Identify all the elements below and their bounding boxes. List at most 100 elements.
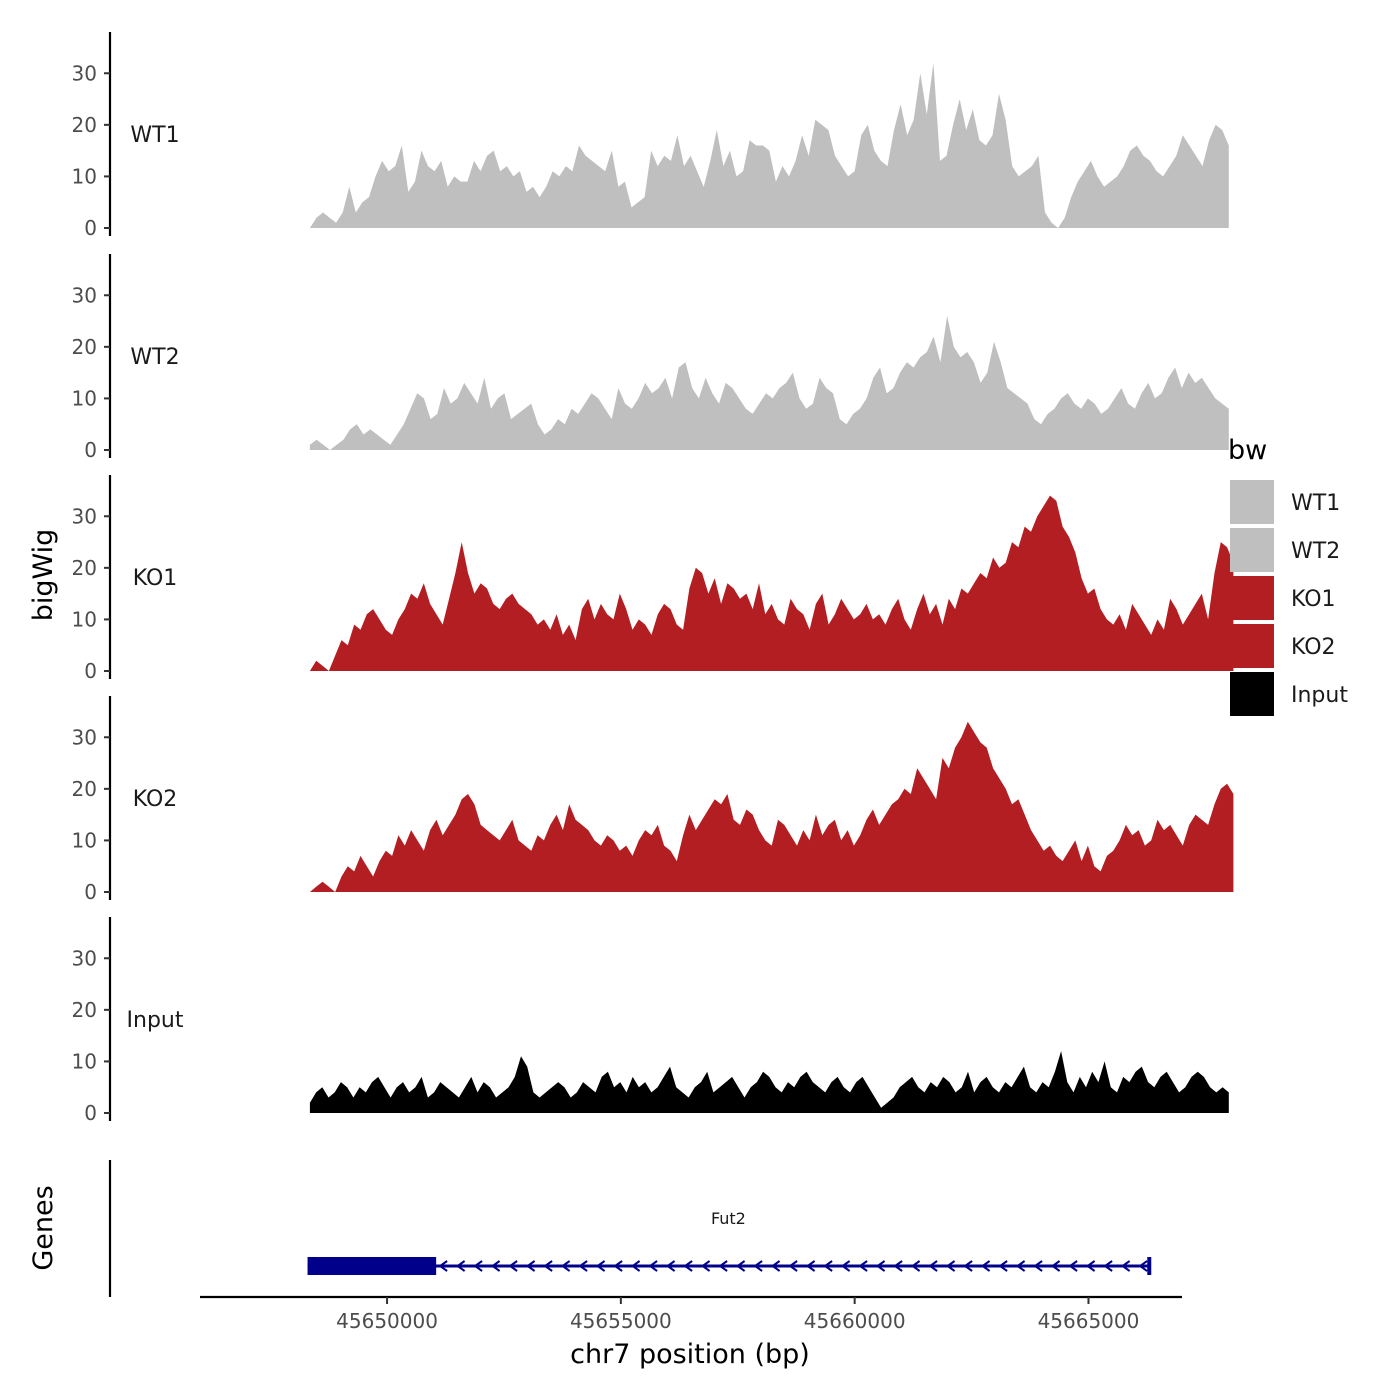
y-tick-label: 30 xyxy=(72,61,97,85)
y-tick-label: 20 xyxy=(72,113,97,137)
y-tick-label: 30 xyxy=(72,504,97,528)
strand-arrow-icon xyxy=(508,1260,518,1272)
x-tick-label: 45660000 xyxy=(804,1309,906,1333)
strand-arrow-icon xyxy=(963,1260,973,1272)
strand-arrow-icon xyxy=(718,1260,728,1272)
y-tick-label: 10 xyxy=(72,828,97,852)
y-tick-label: 0 xyxy=(84,659,97,683)
y-tick-label: 10 xyxy=(72,386,97,410)
track-wt2: 0 10 20 30 WT2 xyxy=(72,254,1229,462)
strand-arrow-icon xyxy=(753,1260,763,1272)
strand-arrow-icon xyxy=(788,1260,798,1272)
y-tick-label: 20 xyxy=(72,777,97,801)
gene-exon xyxy=(307,1257,437,1275)
strand-arrow-icon xyxy=(980,1260,991,1272)
signal-area xyxy=(309,721,1234,892)
strand-arrow-icon xyxy=(893,1260,903,1272)
strand-arrow-icon xyxy=(683,1260,693,1272)
legend-title: bw xyxy=(1228,435,1267,466)
legend-key-input xyxy=(1230,672,1274,716)
track-wt1: 0 10 20 30 WT1 xyxy=(72,32,1229,240)
y-tick-label: 30 xyxy=(72,283,97,307)
strand-arrow-icon xyxy=(735,1260,746,1272)
strand-arrow-icon xyxy=(1103,1260,1113,1272)
y-tick-label: 20 xyxy=(72,335,97,359)
strand-arrow-icon xyxy=(560,1260,571,1272)
signal-area xyxy=(309,315,1229,450)
strand-arrow-icon xyxy=(455,1260,466,1272)
y-tick-label: 0 xyxy=(84,216,97,240)
strand-arrow-icon xyxy=(665,1260,676,1272)
gene-track: Fut2 xyxy=(108,1160,1152,1297)
genes-axis-title: Genes xyxy=(28,1185,59,1270)
strand-arrow-icon xyxy=(1138,1260,1148,1272)
signal-area xyxy=(309,62,1229,229)
y-tick-label: 10 xyxy=(72,164,97,188)
legend-label: KO2 xyxy=(1291,635,1336,660)
strand-arrow-icon xyxy=(578,1260,588,1272)
strand-arrow-icon xyxy=(770,1260,781,1272)
track-ko2: 0 10 20 30 KO2 xyxy=(72,696,1234,904)
legend-label: Input xyxy=(1291,683,1348,708)
legend-label: WT1 xyxy=(1291,491,1340,516)
strand-arrow-icon xyxy=(630,1260,641,1272)
y-tick-label: 30 xyxy=(72,946,97,970)
x-tick-label: 45665000 xyxy=(1038,1309,1140,1333)
strand-arrow-icon xyxy=(823,1260,833,1272)
strand-arrow-icon xyxy=(648,1260,658,1272)
strand-arrow-icon xyxy=(473,1260,483,1272)
track-ko1: 0 10 20 30 KO1 xyxy=(72,475,1234,683)
strand-arrow-icon xyxy=(910,1260,921,1272)
track-label: WT2 xyxy=(130,345,179,370)
strand-arrow-icon xyxy=(1068,1260,1078,1272)
x-axis: 45650000 45655000 45660000 45665000 xyxy=(200,1295,1182,1333)
legend-key-wt2 xyxy=(1230,528,1274,572)
strand-arrow-icon xyxy=(1120,1260,1131,1272)
legend-key-ko1 xyxy=(1230,576,1274,620)
y-tick-label: 10 xyxy=(72,1049,97,1073)
track-label: WT1 xyxy=(130,123,179,148)
strand-arrow-icon xyxy=(840,1260,851,1272)
legend-key-wt1 xyxy=(1230,480,1274,524)
strand-arrow-icon xyxy=(1015,1260,1026,1272)
y-tick-label: 30 xyxy=(72,725,97,749)
track-label: Input xyxy=(127,1008,184,1033)
strand-arrow-icon xyxy=(998,1260,1008,1272)
track-input: 0 10 20 30 Input xyxy=(72,917,1229,1125)
y-tick-label: 0 xyxy=(84,880,97,904)
strand-arrow-icon xyxy=(613,1260,623,1272)
signal-area xyxy=(309,495,1234,671)
strand-arrow-icon xyxy=(543,1260,553,1272)
strand-arrow-icon xyxy=(858,1260,868,1272)
strand-arrow-icon xyxy=(1033,1260,1043,1272)
legend-label: WT2 xyxy=(1291,539,1340,564)
strand-arrow-icon xyxy=(490,1260,501,1272)
y-tick-label: 0 xyxy=(84,438,97,462)
strand-arrow-icon xyxy=(1085,1260,1096,1272)
track-label: KO2 xyxy=(133,787,178,812)
x-tick-label: 45655000 xyxy=(570,1309,672,1333)
strand-arrow-icon xyxy=(595,1260,606,1272)
signal-area xyxy=(309,1051,1229,1113)
strand-arrow-icon xyxy=(945,1260,956,1272)
y-tick-label: 20 xyxy=(72,998,97,1022)
y-tick-label: 10 xyxy=(72,607,97,631)
strand-arrow-icon xyxy=(875,1260,886,1272)
x-tick-label: 45650000 xyxy=(336,1309,438,1333)
strand-arrow-icon xyxy=(700,1260,711,1272)
legend-label: KO1 xyxy=(1291,587,1336,612)
gene-name-label: Fut2 xyxy=(711,1209,746,1228)
legend: bw WT1 WT2 KO1 KO2 Input xyxy=(1228,435,1348,716)
strand-arrow-icon xyxy=(525,1260,536,1272)
legend-key-ko2 xyxy=(1230,624,1274,668)
y-tick-label: 20 xyxy=(72,556,97,580)
strand-arrow-icon xyxy=(928,1260,938,1272)
strand-arrow-icon xyxy=(805,1260,816,1272)
y-tick-label: 0 xyxy=(84,1101,97,1125)
x-axis-title: chr7 position (bp) xyxy=(570,1339,810,1370)
y-axis-title: bigWig xyxy=(28,529,59,622)
track-label: KO1 xyxy=(133,566,178,591)
strand-arrow-icon xyxy=(1050,1260,1061,1272)
strand-arrow-icon xyxy=(438,1260,448,1272)
